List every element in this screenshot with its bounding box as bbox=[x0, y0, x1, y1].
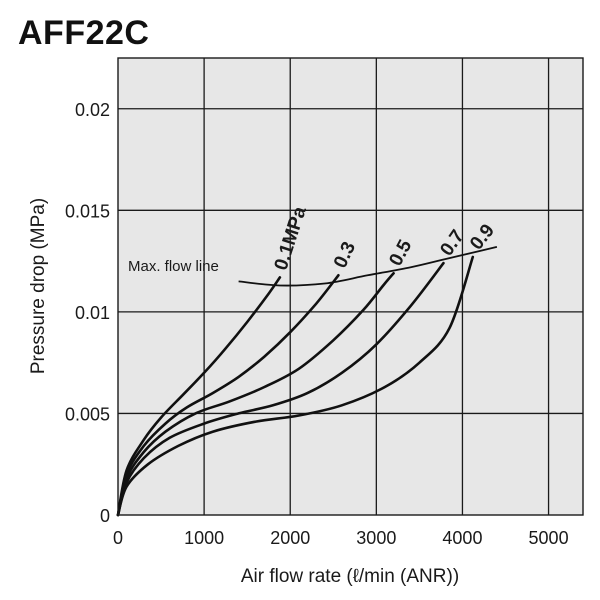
max-flow-line-label: Max. flow line bbox=[128, 258, 219, 275]
series-line-2 bbox=[116, 274, 340, 517]
x-tick-label: 3000 bbox=[356, 528, 396, 548]
max-flow-line bbox=[238, 246, 498, 287]
series-line-5 bbox=[116, 255, 475, 517]
series-line-3 bbox=[116, 272, 395, 517]
y-axis-label: Pressure drop (MPa) bbox=[28, 198, 49, 374]
y-tick-label: 0.02 bbox=[75, 100, 110, 120]
grid-lines bbox=[118, 58, 583, 515]
y-tick-label: 0 bbox=[100, 506, 110, 526]
x-tick-label: 5000 bbox=[529, 528, 569, 548]
tick-labels: 0 1000 2000 3000 4000 5000 0 0.005 0.01 0.015 0.02 bbox=[65, 100, 569, 548]
plot-area bbox=[118, 58, 583, 515]
plot-frame bbox=[117, 57, 584, 516]
y-tick-label: 0.005 bbox=[65, 404, 110, 424]
y-tick-label: 0.015 bbox=[65, 201, 110, 221]
series-curves bbox=[116, 246, 498, 517]
x-tick-label: 2000 bbox=[270, 528, 310, 548]
x-axis-label: Air flow rate (ℓ/min (ANR)) bbox=[241, 566, 459, 587]
series-line-4 bbox=[116, 261, 445, 517]
y-tick-label: 0.01 bbox=[75, 303, 110, 323]
x-tick-label: 1000 bbox=[184, 528, 224, 548]
series-line-1 bbox=[116, 276, 282, 517]
x-tick-label: 0 bbox=[113, 528, 123, 548]
chart-title: AFF22C bbox=[18, 14, 150, 52]
x-tick-label: 4000 bbox=[442, 528, 482, 548]
